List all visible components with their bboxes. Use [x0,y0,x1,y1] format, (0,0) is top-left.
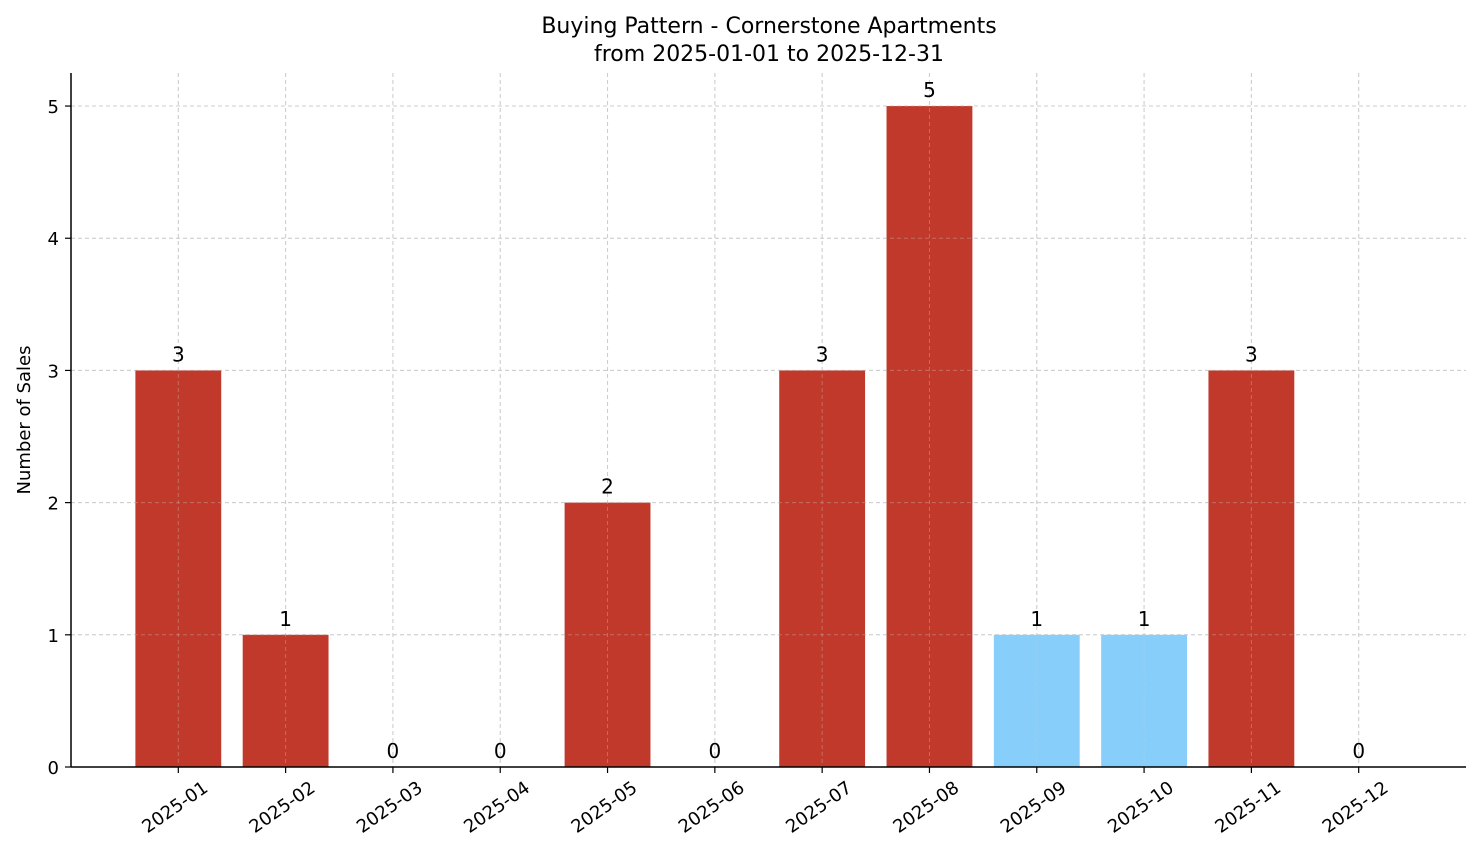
data-label: 3 [1245,342,1258,366]
data-label: 1 [1030,607,1043,631]
x-tick-label: 2025-09 [997,777,1071,837]
data-label: 0 [494,739,507,763]
data-label: 0 [708,739,721,763]
bar-2025-05 [564,502,651,767]
bar-2025-07 [779,370,866,767]
y-tick-label: 2 [48,494,59,515]
bar-2025-01 [135,370,222,767]
x-tick-label: 2025-07 [782,777,856,837]
y-tick-label: 3 [48,361,59,382]
bar-2025-02 [242,634,329,767]
bar-2025-08 [886,106,973,768]
data-label: 3 [172,342,185,366]
x-tick-label: 2025-05 [568,777,642,837]
x-tick-label: 2025-01 [138,777,212,837]
x-tick-label: 2025-04 [460,777,534,837]
data-label: 0 [387,739,400,763]
y-tick-label: 4 [48,229,59,250]
y-axis-label: Number of Sales [14,345,35,494]
data-label: 3 [816,342,829,366]
chart-title: Buying Pattern - Cornerstone Apartments [541,14,996,39]
data-label: 1 [279,607,292,631]
x-tick-label: 2025-11 [1211,777,1285,837]
data-label: 2 [601,475,614,499]
bar-2025-11 [1208,370,1295,767]
x-tick-label: 2025-10 [1104,777,1178,837]
chart-subtitle: from 2025-01-01 to 2025-12-31 [594,42,944,67]
x-tick-label: 2025-08 [889,777,963,837]
bar-2025-10 [1101,634,1187,767]
y-tick-label: 0 [48,758,59,779]
data-label: 1 [1138,607,1151,631]
x-tick-label: 2025-02 [246,777,320,837]
bar-2025-09 [993,634,1080,767]
x-tick-label: 2025-03 [353,777,427,837]
x-tick-label: 2025-06 [675,777,749,837]
data-labels: 3 1 0 0 2 0 3 5 1 1 3 0 [172,78,1365,763]
y-tick-label: 1 [48,626,59,647]
bars [135,106,1295,768]
data-label: 0 [1352,739,1365,763]
data-label: 5 [923,78,936,102]
y-tick-label: 5 [48,97,59,118]
x-tick-label: 2025-12 [1319,777,1393,837]
